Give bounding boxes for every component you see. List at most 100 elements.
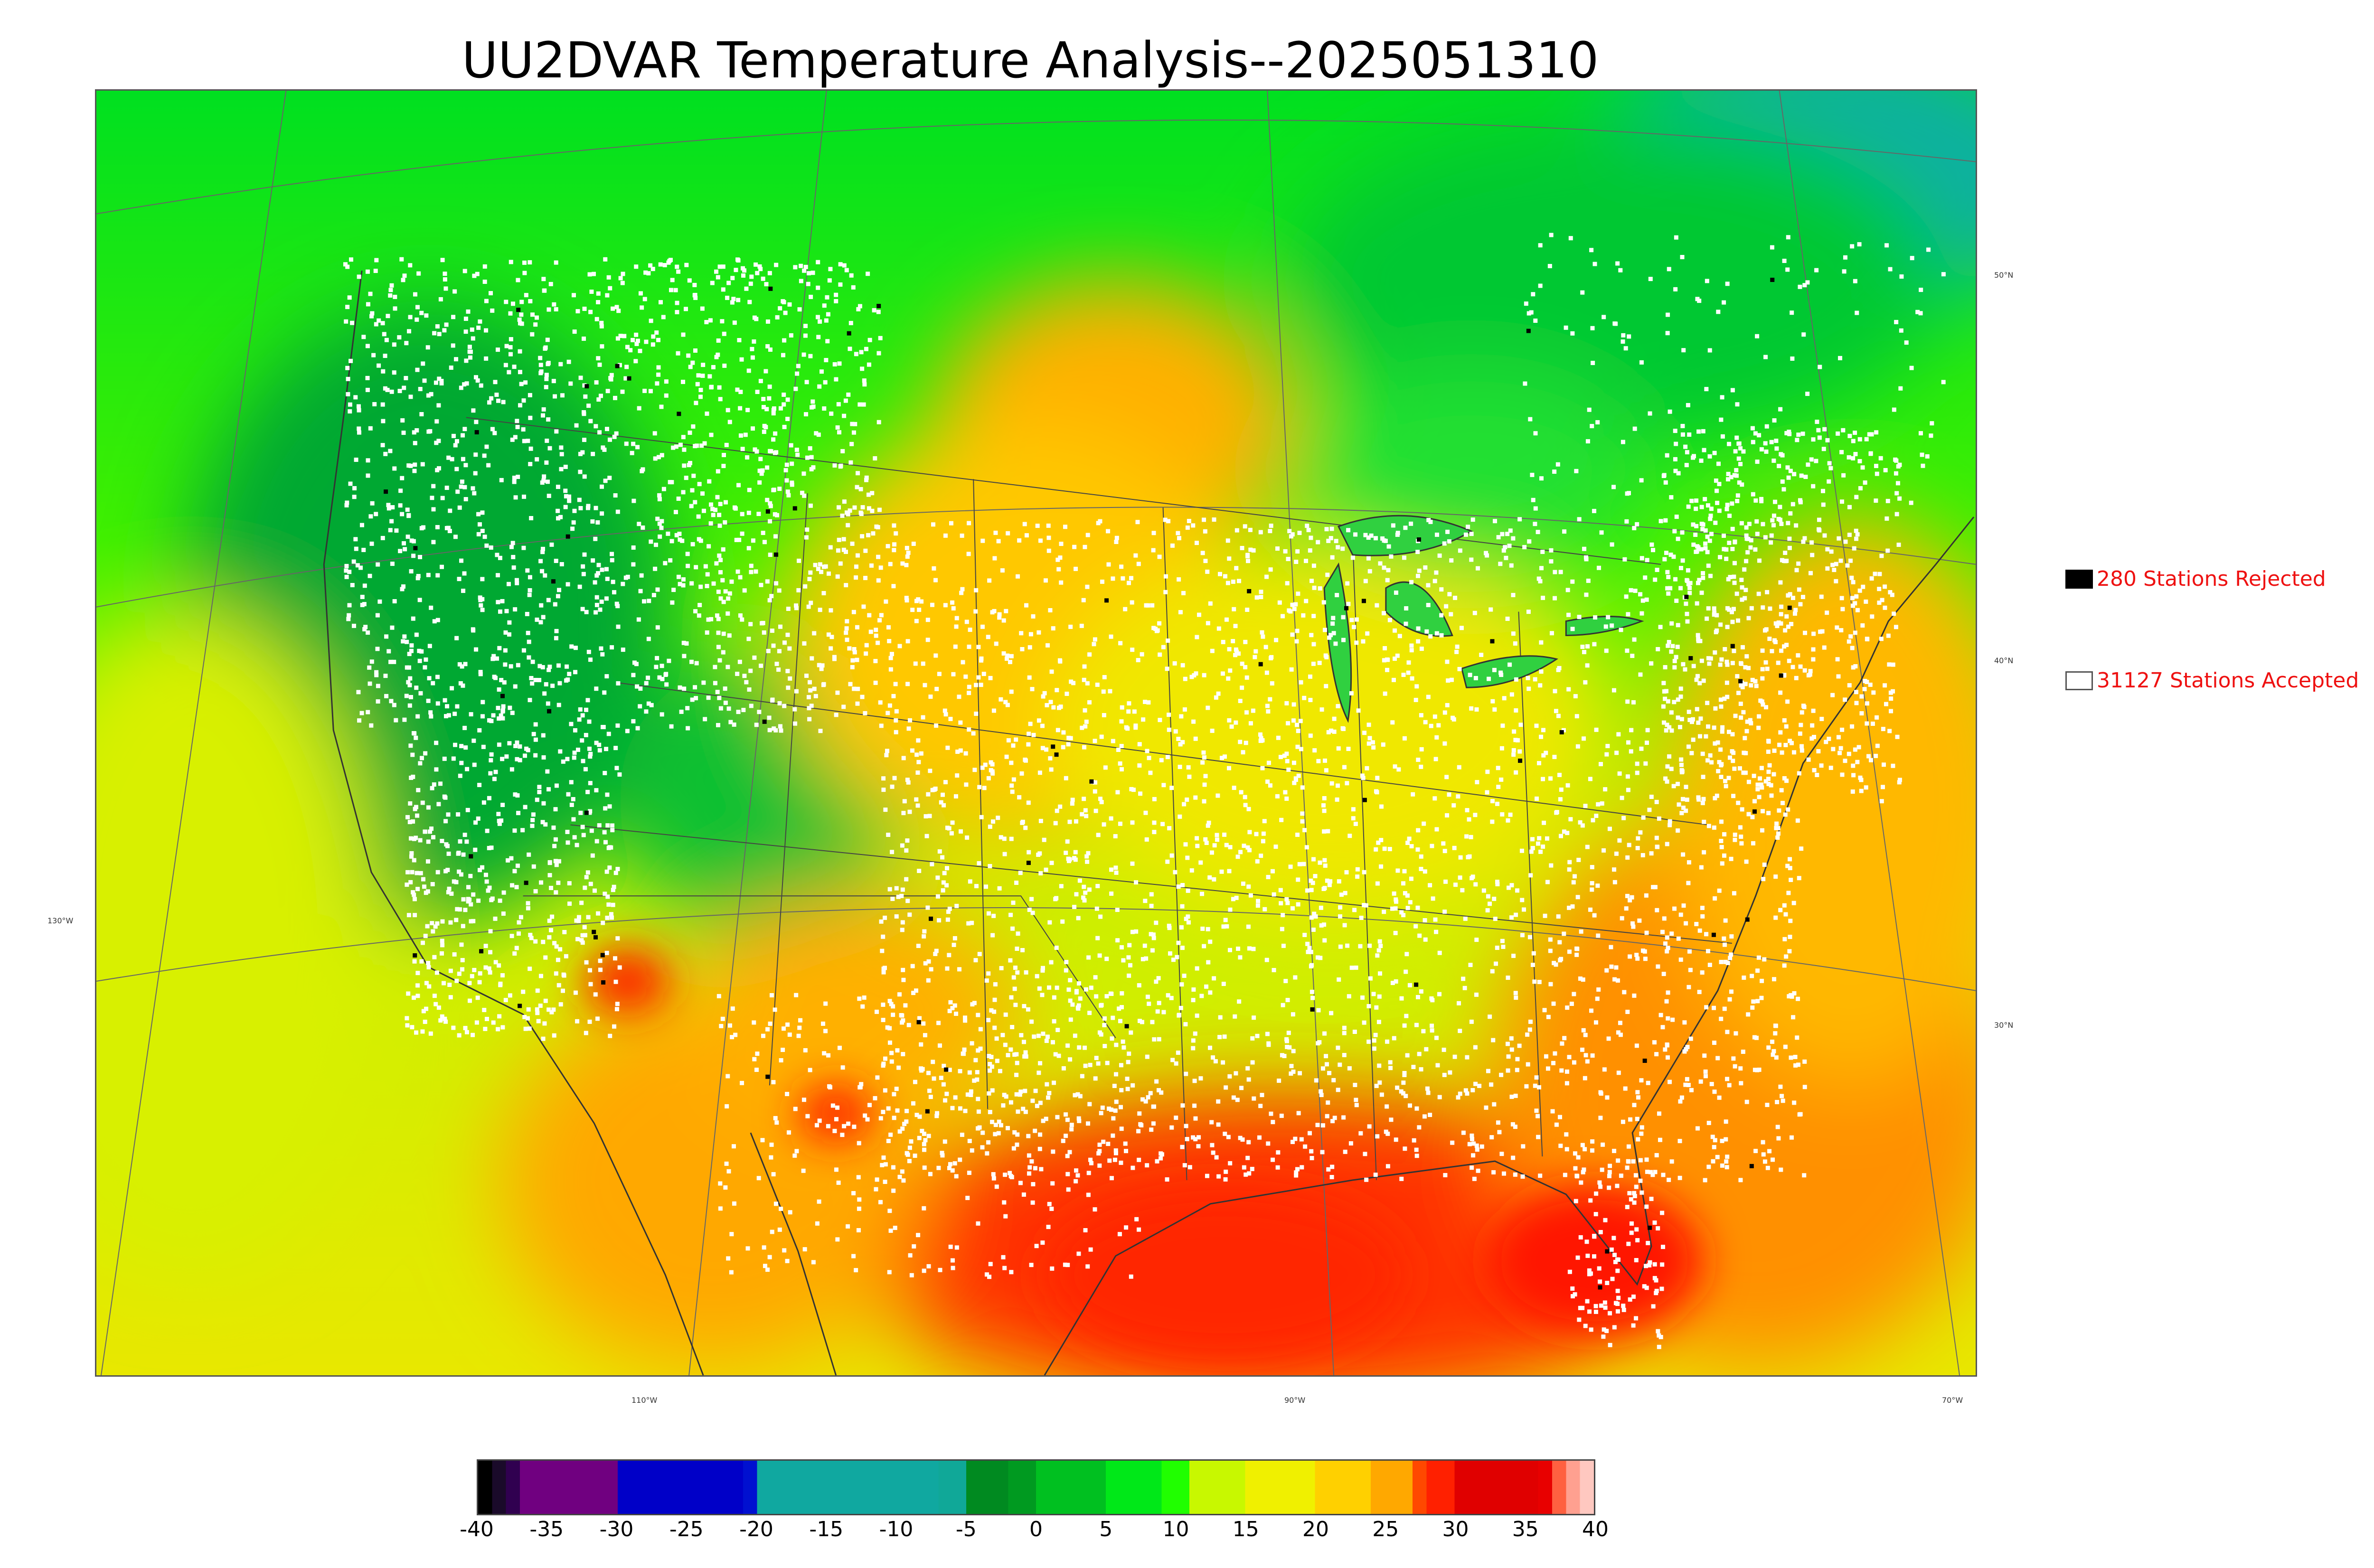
station-dot xyxy=(1390,720,1395,725)
station-dot xyxy=(1067,819,1072,824)
station-dot xyxy=(1773,640,1778,645)
station-dot xyxy=(1316,1008,1321,1013)
station-dot xyxy=(1428,1113,1432,1117)
station-dot xyxy=(1121,1039,1125,1044)
station-dot xyxy=(1562,931,1566,936)
station-dot xyxy=(1731,759,1735,763)
station-dot xyxy=(539,369,544,374)
station-dot xyxy=(1463,532,1468,537)
station-dot xyxy=(1009,654,1014,658)
station-dot xyxy=(1208,1045,1213,1050)
station-dot xyxy=(761,531,765,535)
station-dot xyxy=(583,767,588,771)
station-dot xyxy=(975,1070,980,1075)
station-dot xyxy=(459,872,463,877)
station-dot xyxy=(782,300,786,305)
station-dot xyxy=(434,970,439,975)
station-dot xyxy=(652,431,657,436)
station-dot xyxy=(617,363,622,367)
station-dot xyxy=(1719,839,1724,843)
station-dot xyxy=(842,263,847,268)
station-dot xyxy=(609,373,614,377)
station-dot xyxy=(554,944,559,949)
station-dot xyxy=(1170,1058,1175,1062)
station-dot xyxy=(1701,575,1705,580)
station-dot xyxy=(554,863,559,867)
station-dot xyxy=(1221,924,1226,929)
station-dot xyxy=(1031,614,1036,619)
station-dot xyxy=(1044,747,1049,752)
station-dot xyxy=(1703,528,1708,533)
station-dot xyxy=(1020,820,1025,825)
station-dot xyxy=(415,887,420,892)
station-dot xyxy=(494,393,499,397)
station-dot xyxy=(1038,871,1043,876)
station-dot xyxy=(1839,596,1844,601)
station-dot xyxy=(400,476,405,480)
station-dot xyxy=(1009,836,1014,841)
station-dot xyxy=(1391,677,1396,682)
station-dot xyxy=(479,383,483,388)
station-dot xyxy=(510,883,515,888)
station-dot xyxy=(1312,748,1317,753)
station-dot xyxy=(1027,908,1032,912)
station-dot xyxy=(1769,783,1773,788)
station-dot xyxy=(558,1002,563,1007)
temperature-map[interactable] xyxy=(95,89,1977,1377)
station-dot xyxy=(434,419,439,424)
station-dot xyxy=(1520,933,1525,938)
station-dot xyxy=(1725,662,1730,667)
station-dot xyxy=(1370,740,1375,745)
station-dot xyxy=(1788,866,1792,871)
station-dot xyxy=(1665,453,1669,458)
station-dot xyxy=(1072,904,1077,909)
station-dot xyxy=(1518,723,1523,727)
station-dot xyxy=(1824,740,1828,744)
station-dot xyxy=(1495,880,1500,884)
station-dot xyxy=(803,324,808,329)
station-dot xyxy=(503,998,508,1003)
station-dot xyxy=(1001,1103,1006,1108)
station-dot xyxy=(1753,431,1758,436)
station-dot xyxy=(527,852,531,857)
station-dot xyxy=(1187,1165,1192,1170)
station-dot xyxy=(796,364,801,368)
station-dot xyxy=(615,723,620,728)
station-dot xyxy=(991,819,996,824)
station-dot xyxy=(1200,551,1205,555)
station-dot xyxy=(840,513,845,518)
station-dot xyxy=(1394,899,1399,904)
station-dot xyxy=(787,646,792,651)
station-dot xyxy=(1045,1034,1050,1039)
station-dot xyxy=(844,268,849,272)
station-dot xyxy=(854,575,858,580)
station-dot xyxy=(1631,1323,1636,1328)
station-dot xyxy=(1499,746,1504,751)
station-dot xyxy=(412,892,416,897)
station-dot xyxy=(1185,797,1189,802)
station-dot xyxy=(736,483,741,488)
station-dot xyxy=(1408,1103,1412,1108)
station-dot xyxy=(528,260,532,265)
station-dot xyxy=(1785,864,1790,868)
station-dot xyxy=(443,277,447,282)
station-dot xyxy=(679,709,684,714)
station-dot xyxy=(577,498,582,502)
station-dot xyxy=(1744,525,1749,530)
station-dot xyxy=(1496,766,1500,770)
station-dot xyxy=(374,322,378,327)
station-dot xyxy=(1538,1174,1543,1178)
station-dot xyxy=(1672,658,1677,663)
station-dot xyxy=(681,379,686,384)
station-dot xyxy=(586,404,591,408)
station-dot xyxy=(745,408,750,413)
station-dot xyxy=(1676,623,1680,628)
station-dot xyxy=(354,546,358,551)
station-dot xyxy=(1423,937,1428,942)
station-dot xyxy=(496,812,501,817)
station-dot xyxy=(1553,1051,1557,1056)
station-dot xyxy=(932,787,937,792)
station-dot xyxy=(1203,774,1208,779)
station-dot xyxy=(1291,718,1296,723)
station-dot xyxy=(1470,1165,1474,1170)
